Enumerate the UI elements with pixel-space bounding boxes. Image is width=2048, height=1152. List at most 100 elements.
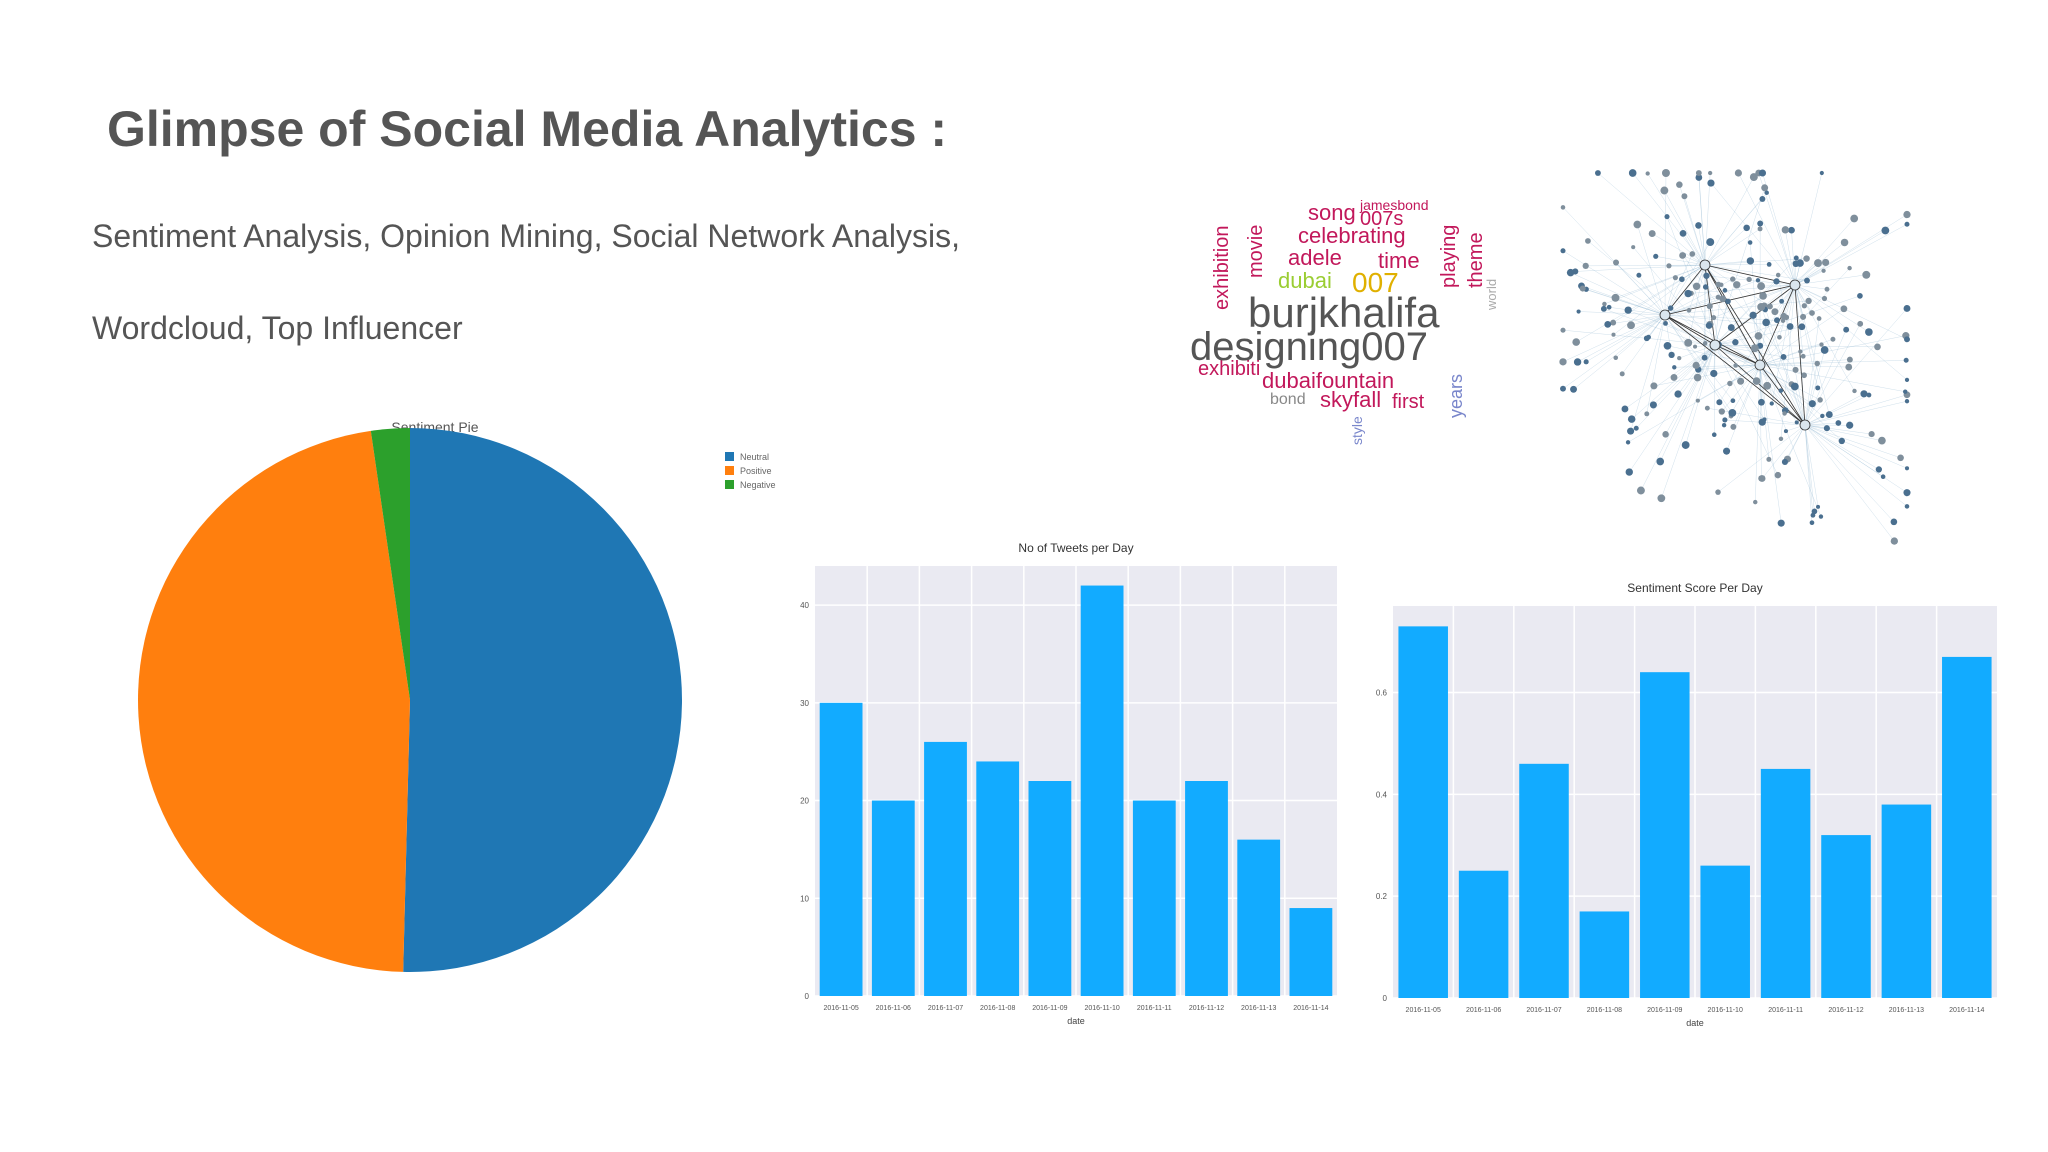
- network-node: [1778, 436, 1784, 442]
- x-tick-label: 2016-11-11: [1768, 1007, 1803, 1014]
- network-edge: [1674, 364, 1761, 368]
- network-node: [1633, 220, 1642, 229]
- network-node: [1808, 400, 1816, 408]
- network-node: [1823, 425, 1830, 432]
- wordcloud-word: dubaifountain: [1262, 368, 1394, 393]
- x-tick-label: 2016-11-12: [1189, 1005, 1224, 1012]
- network-edge: [1679, 344, 1716, 359]
- network-edge: [1664, 314, 1806, 426]
- y-tick-label: 0.4: [1376, 790, 1388, 799]
- network-node: [1773, 278, 1780, 285]
- network-node: [1766, 456, 1772, 462]
- bar: [1579, 911, 1630, 998]
- bar: [1640, 672, 1690, 998]
- network-graph-svg: [1559, 169, 1911, 545]
- network-node: [1715, 489, 1721, 495]
- bar-chart-title: Sentiment Score Per Day: [1627, 581, 1762, 595]
- bar: [1398, 626, 1448, 998]
- network-node: [1560, 327, 1566, 333]
- network-node: [1862, 270, 1871, 279]
- network-node: [1727, 380, 1733, 387]
- network-node: [1903, 489, 1911, 497]
- network-edge: [1704, 228, 1761, 266]
- network-node: [1766, 303, 1773, 310]
- network-edge: [1664, 277, 1676, 316]
- network-node: [1757, 226, 1763, 232]
- network-node: [1722, 417, 1728, 423]
- network-node: [1721, 422, 1727, 428]
- x-tick-label: 2016-11-14: [1949, 1007, 1984, 1014]
- network-node: [1755, 278, 1761, 283]
- network-edge: [1713, 284, 1796, 318]
- network-node: [1660, 186, 1669, 195]
- network-node: [1819, 170, 1824, 176]
- network-edge: [1733, 364, 1761, 427]
- network-node: [1880, 474, 1886, 480]
- pie-slice-positive: [137, 430, 410, 972]
- network-node: [1835, 420, 1842, 426]
- network-node: [1681, 441, 1690, 449]
- network-edge: [1573, 314, 1666, 390]
- network-node: [1695, 398, 1700, 403]
- network-node: [1604, 320, 1612, 328]
- network-node: [1583, 359, 1589, 365]
- network-node: [1816, 316, 1822, 321]
- network-edge: [1804, 424, 1814, 516]
- wordcloud-word: jamesbond: [1359, 197, 1429, 213]
- bar: [1028, 781, 1072, 996]
- network-edge: [1586, 289, 1666, 316]
- network-node: [1662, 431, 1669, 438]
- network-edge: [1630, 314, 1666, 326]
- network-edge: [1721, 364, 1761, 412]
- network-node: [1800, 313, 1807, 320]
- network-edge: [1794, 284, 1908, 381]
- network-node: [1619, 371, 1625, 377]
- network-edge: [1714, 344, 1813, 404]
- network-edge: [1638, 275, 1666, 316]
- network-node: [1737, 377, 1745, 385]
- network-edge: [1629, 344, 1716, 473]
- network-edge: [1738, 172, 1796, 286]
- sentiment-pie-chart: Sentiment Pie Neutral Positive Negative: [130, 410, 810, 985]
- wordcloud-word: style: [1349, 416, 1365, 445]
- network-node: [1878, 436, 1886, 445]
- network-node: [1579, 285, 1586, 292]
- network-node: [1679, 252, 1686, 259]
- network-node: [1573, 358, 1582, 366]
- network-edge: [1794, 284, 1804, 317]
- network-edge: [1804, 424, 1901, 458]
- network-hub: [1699, 259, 1711, 271]
- network-node: [1606, 304, 1612, 310]
- x-tick-label: 2016-11-05: [1406, 1007, 1441, 1014]
- network-node: [1788, 226, 1795, 234]
- bar: [819, 702, 863, 996]
- network-node: [1759, 169, 1767, 177]
- tweets-per-day-chart: No of Tweets per Day 0 10 20 30 40 2016-11-05 2…: [777, 530, 1345, 1035]
- x-tick-label: 2016-11-09: [1032, 1005, 1067, 1012]
- network-node: [1857, 293, 1863, 299]
- network-edge: [1759, 364, 1823, 417]
- bar: [1821, 835, 1871, 998]
- network-node: [1715, 281, 1722, 288]
- bar: [1458, 870, 1509, 998]
- network-node: [1624, 306, 1632, 314]
- pie-legend-label: Positive: [740, 466, 772, 476]
- network-edge: [1665, 323, 1716, 346]
- network-node: [1798, 323, 1806, 331]
- network-node: [1681, 193, 1688, 200]
- network-edge: [1752, 315, 1761, 366]
- network-node: [1847, 265, 1852, 271]
- network-node: [1792, 366, 1799, 373]
- network-node: [1613, 259, 1620, 266]
- network-edge: [1759, 364, 1770, 460]
- network-node: [1627, 415, 1636, 423]
- network-edge: [1804, 323, 1861, 426]
- network-node: [1824, 286, 1830, 292]
- network-edge: [1704, 264, 1750, 280]
- network-node: [1780, 354, 1787, 360]
- network-edge: [1710, 182, 1796, 286]
- network-edge: [1717, 424, 1806, 493]
- network-edge: [1660, 344, 1716, 462]
- network-node: [1585, 238, 1591, 244]
- network-edge: [1624, 344, 1716, 410]
